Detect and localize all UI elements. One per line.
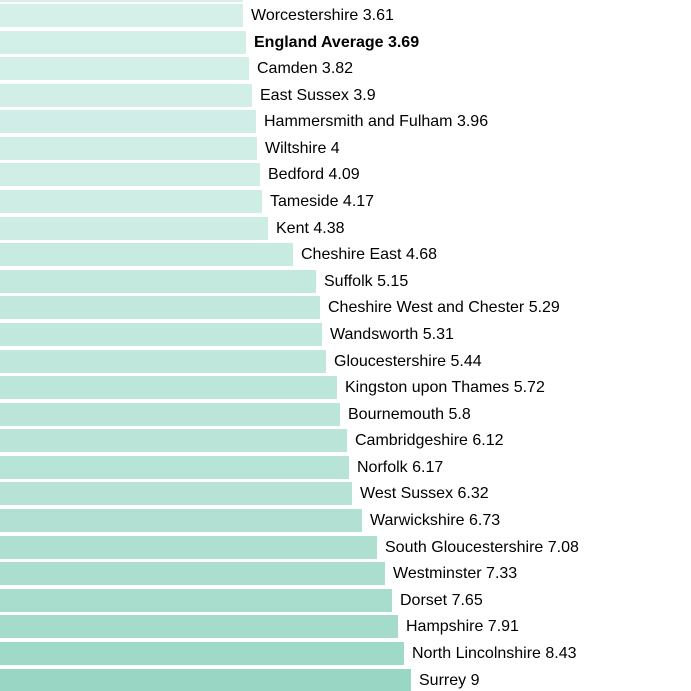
bar-label: Bedford 4.09 <box>268 166 360 184</box>
bar-row: Tameside 4.17 <box>0 190 691 214</box>
bar-label: East Sussex 3.9 <box>260 86 376 104</box>
bar-row: North Lincolnshire 8.43 <box>0 641 691 665</box>
bar <box>0 455 349 479</box>
bar-row: Bedford 4.09 <box>0 163 691 187</box>
bar-row: Cheshire East 4.68 <box>0 243 691 267</box>
bar-label: Tameside 4.17 <box>270 193 375 211</box>
bar <box>0 269 316 293</box>
bar <box>0 535 377 559</box>
bar-row: England Average 3.69 <box>0 30 691 54</box>
bar-row: Suffolk 5.15 <box>0 269 691 293</box>
bar-row: Cambridgeshire 6.12 <box>0 429 691 453</box>
bar-label: Cambridgeshire 6.12 <box>355 432 504 450</box>
bar-label: Cheshire West and Chester 5.29 <box>328 299 560 317</box>
bar-row: Worcestershire 3.61 <box>0 4 691 27</box>
bar-label: Kent 4.38 <box>276 219 345 237</box>
bar-row: Warwickshire 6.73 <box>0 509 691 533</box>
bar <box>0 509 362 533</box>
bar-row: Hammersmith and Fulham 3.96 <box>0 110 691 134</box>
bar-label: Warwickshire 6.73 <box>370 512 501 530</box>
bar-row: Norfolk 6.17 <box>0 455 691 479</box>
bar-label: Wiltshire 4 <box>265 139 340 157</box>
bar <box>0 562 385 586</box>
bar-row: Kingston upon Thames 5.72 <box>0 376 691 400</box>
bar <box>0 296 320 320</box>
bar-row: Westminster 7.33 <box>0 562 691 586</box>
bar <box>0 30 246 54</box>
bar-label: Worcestershire 3.61 <box>251 7 394 24</box>
bar <box>0 243 293 267</box>
bar-label: Norfolk 6.17 <box>357 458 444 476</box>
bar-row: Surrey 9 <box>0 668 691 691</box>
bar <box>0 83 252 107</box>
bar <box>0 588 392 612</box>
bar <box>0 349 326 373</box>
bar-row: Kent 4.38 <box>0 216 691 240</box>
bar-row: Hampshire 7.91 <box>0 615 691 639</box>
bar-label: Hampshire 7.91 <box>406 618 519 636</box>
bar-label: Hammersmith and Fulham 3.96 <box>264 113 489 131</box>
bar-row: South Gloucestershire 7.08 <box>0 535 691 559</box>
bar-row: Gloucestershire 5.44 <box>0 349 691 373</box>
bar-row: West Sussex 6.32 <box>0 482 691 506</box>
bar-row: Wiltshire 4 <box>0 136 691 160</box>
bar <box>0 402 340 426</box>
bar <box>0 57 249 81</box>
bar <box>0 641 404 665</box>
bar-label: Camden 3.82 <box>257 60 354 78</box>
bar <box>0 482 352 506</box>
bar <box>0 110 256 134</box>
bar-row: Camden 3.82 <box>0 57 691 81</box>
bar-row: Wandsworth 5.31 <box>0 322 691 346</box>
bar-label: Kingston upon Thames 5.72 <box>345 379 545 397</box>
bar-label: Westminster 7.33 <box>393 565 518 583</box>
bar <box>0 376 337 400</box>
bar-label: Gloucestershire 5.44 <box>334 352 482 370</box>
bar-label: South Gloucestershire 7.08 <box>385 538 579 556</box>
bar-row: East Sussex 3.9 <box>0 83 691 107</box>
bar-label: Dorset 7.65 <box>400 591 483 609</box>
bar <box>0 4 243 27</box>
bar <box>0 615 398 639</box>
clipped-partial-bar <box>0 0 243 2</box>
bar-row: Cheshire West and Chester 5.29 <box>0 296 691 320</box>
bar-row: Bournemouth 5.8 <box>0 402 691 426</box>
bar-label: West Sussex 6.32 <box>360 485 489 503</box>
bar-label: Cheshire East 4.68 <box>301 246 438 264</box>
bar <box>0 216 268 240</box>
bar <box>0 136 257 160</box>
bar-label: Surrey 9 <box>419 671 480 689</box>
bar <box>0 163 260 187</box>
bar <box>0 322 322 346</box>
bar-row: Dorset 7.65 <box>0 588 691 612</box>
bar-label: North Lincolnshire 8.43 <box>412 644 577 662</box>
bar-label: Suffolk 5.15 <box>324 272 409 290</box>
bar-label: Bournemouth 5.8 <box>348 405 471 423</box>
bar <box>0 429 347 453</box>
bar <box>0 668 411 691</box>
bar <box>0 190 262 214</box>
bar-label: England Average 3.69 <box>254 33 420 51</box>
bar-label: Wandsworth 5.31 <box>330 325 454 343</box>
